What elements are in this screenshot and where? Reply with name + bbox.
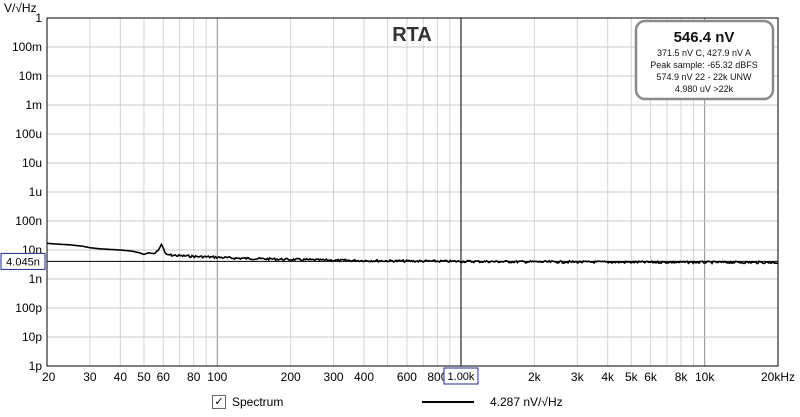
y-tick-label: 1u	[29, 185, 42, 199]
info-box: 546.4 nV 371.5 nV C, 427.9 nV A Peak sam…	[634, 19, 775, 101]
x-tick-label: 300	[324, 370, 344, 384]
x-tick-label: 2k	[528, 370, 542, 384]
x-tick-label: 800	[427, 370, 447, 384]
x-axis-ticks: 20 30 40 50 60 80 100 200 300 400 600 800 2k 3k 4k 5k 6k…	[42, 370, 795, 384]
grid	[46, 17, 779, 367]
x-tick-label: 20kHz	[761, 370, 795, 384]
x-tick-label: 10k	[695, 370, 715, 384]
info-line: 4.980 uV >22k	[675, 84, 734, 94]
legend-line-swatch	[422, 401, 474, 403]
x-tick-label: 3k	[571, 370, 585, 384]
cursor-y-label: 4.045n	[6, 256, 40, 268]
info-main-value: 546.4 nV	[674, 29, 735, 46]
y-tick-label: 10p	[22, 330, 42, 344]
legend-series-name: Spectrum	[232, 395, 284, 409]
x-tick-label: 5k	[625, 370, 639, 384]
cursor-x-label: 1.00k	[448, 371, 475, 383]
x-tick-label: 200	[281, 370, 301, 384]
x-tick-label: 100	[207, 370, 227, 384]
x-tick-label: 400	[354, 370, 374, 384]
plot-frame	[46, 17, 779, 367]
legend: ✓ Spectrum 4.287 nV/√Hz	[210, 394, 770, 414]
y-tick-label: 100n	[15, 214, 42, 228]
info-line: 371.5 nV C, 427.9 nV A	[657, 48, 751, 58]
y-tick-label: 100p	[15, 301, 42, 315]
x-tick-label: 30	[83, 370, 97, 384]
spectrum-checkbox[interactable]: ✓	[212, 395, 226, 409]
x-tick-label: 8k	[675, 370, 689, 384]
info-line: 574.9 nV 22 - 22k UNW	[656, 72, 752, 82]
cursor-y-label-box	[0, 252, 46, 270]
x-tick-label: 6k	[644, 370, 658, 384]
x-tick-label: 50	[137, 370, 151, 384]
y-tick-label: 10u	[22, 156, 42, 170]
x-tick-label: 600	[397, 370, 417, 384]
x-tick-label: 40	[114, 370, 128, 384]
x-tick-label: 60	[157, 370, 171, 384]
y-axis-unit: V/√Hz	[4, 1, 37, 15]
y-tick-label: 1p	[29, 359, 43, 373]
y-tick-label: 1m	[25, 98, 42, 112]
cursor-x-label-box	[443, 367, 479, 385]
y-tick-label: 10m	[19, 69, 42, 83]
chart-title: RTA	[392, 24, 432, 46]
y-tick-label: 1n	[29, 272, 42, 286]
info-line: Peak sample: -65.32 dBFS	[650, 60, 758, 70]
y-tick-label: 100u	[15, 127, 42, 141]
cursor[interactable]: 4.045n 1.00k	[0, 18, 778, 385]
y-tick-label: 1	[35, 11, 42, 25]
legend-value: 4.287 nV/√Hz	[490, 395, 563, 409]
x-tick-label: 80	[187, 370, 201, 384]
x-tick-label: 4k	[601, 370, 615, 384]
x-tick-label: 20	[42, 370, 56, 384]
y-tick-label: 100m	[12, 40, 42, 54]
